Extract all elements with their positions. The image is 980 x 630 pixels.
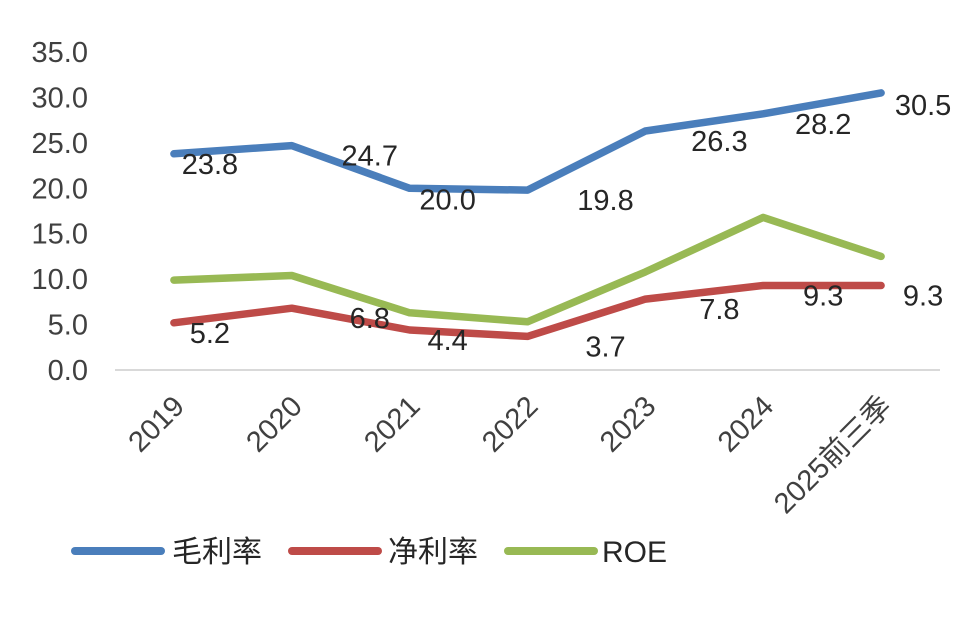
- y-tick-label: 5.0: [48, 310, 88, 342]
- x-tick-label: 2025前三季: [768, 390, 898, 520]
- x-tick-label: 2020: [240, 390, 308, 458]
- legend-label: ROE: [602, 536, 667, 569]
- data-label: 26.3: [691, 126, 747, 158]
- series-line-1: [170, 281, 885, 341]
- data-label: 23.8: [182, 149, 238, 181]
- series-lines: [170, 89, 885, 341]
- x-tick-label: 2024: [712, 390, 780, 458]
- data-label: 19.8: [577, 185, 633, 217]
- y-axis-ticks: 0.0 5.0 10.0 15.0 20.0 25.0 30.0 35.0: [32, 37, 88, 387]
- x-tick-label: 2021: [358, 390, 426, 458]
- series-line-0: [170, 89, 885, 194]
- data-label: 28.2: [795, 109, 851, 141]
- y-tick-label: 35.0: [32, 37, 88, 69]
- y-tick-label: 0.0: [48, 355, 88, 387]
- data-label: 24.7: [342, 141, 398, 173]
- legend-label: 净利率: [388, 536, 478, 569]
- legend: 毛利率 净利率 ROE: [71, 536, 667, 569]
- data-label: 9.3: [903, 281, 943, 313]
- x-tick-label: 2022: [476, 390, 544, 458]
- data-label: 4.4: [427, 325, 467, 357]
- y-tick-label: 10.0: [32, 264, 88, 296]
- data-labels: 23.8 24.7 20.0 19.8 26.3 28.2 30.5 5.2 6.8 4.4 3.7…: [182, 90, 952, 363]
- y-tick-label: 25.0: [32, 128, 88, 160]
- data-label: 6.8: [350, 303, 390, 335]
- x-tick-label: 2019: [123, 390, 191, 458]
- y-tick-label: 30.0: [32, 82, 88, 114]
- data-label: 7.8: [699, 294, 739, 326]
- data-label: 9.3: [803, 281, 843, 313]
- y-tick-label: 20.0: [32, 173, 88, 205]
- legend-label: 毛利率: [172, 536, 262, 569]
- data-label: 3.7: [585, 331, 625, 363]
- x-tick-label: 2023: [594, 390, 662, 458]
- data-label: 30.5: [895, 90, 951, 122]
- series-line-2: [170, 213, 885, 326]
- y-tick-label: 15.0: [32, 219, 88, 251]
- data-label: 20.0: [419, 184, 475, 216]
- data-label: 5.2: [190, 318, 230, 350]
